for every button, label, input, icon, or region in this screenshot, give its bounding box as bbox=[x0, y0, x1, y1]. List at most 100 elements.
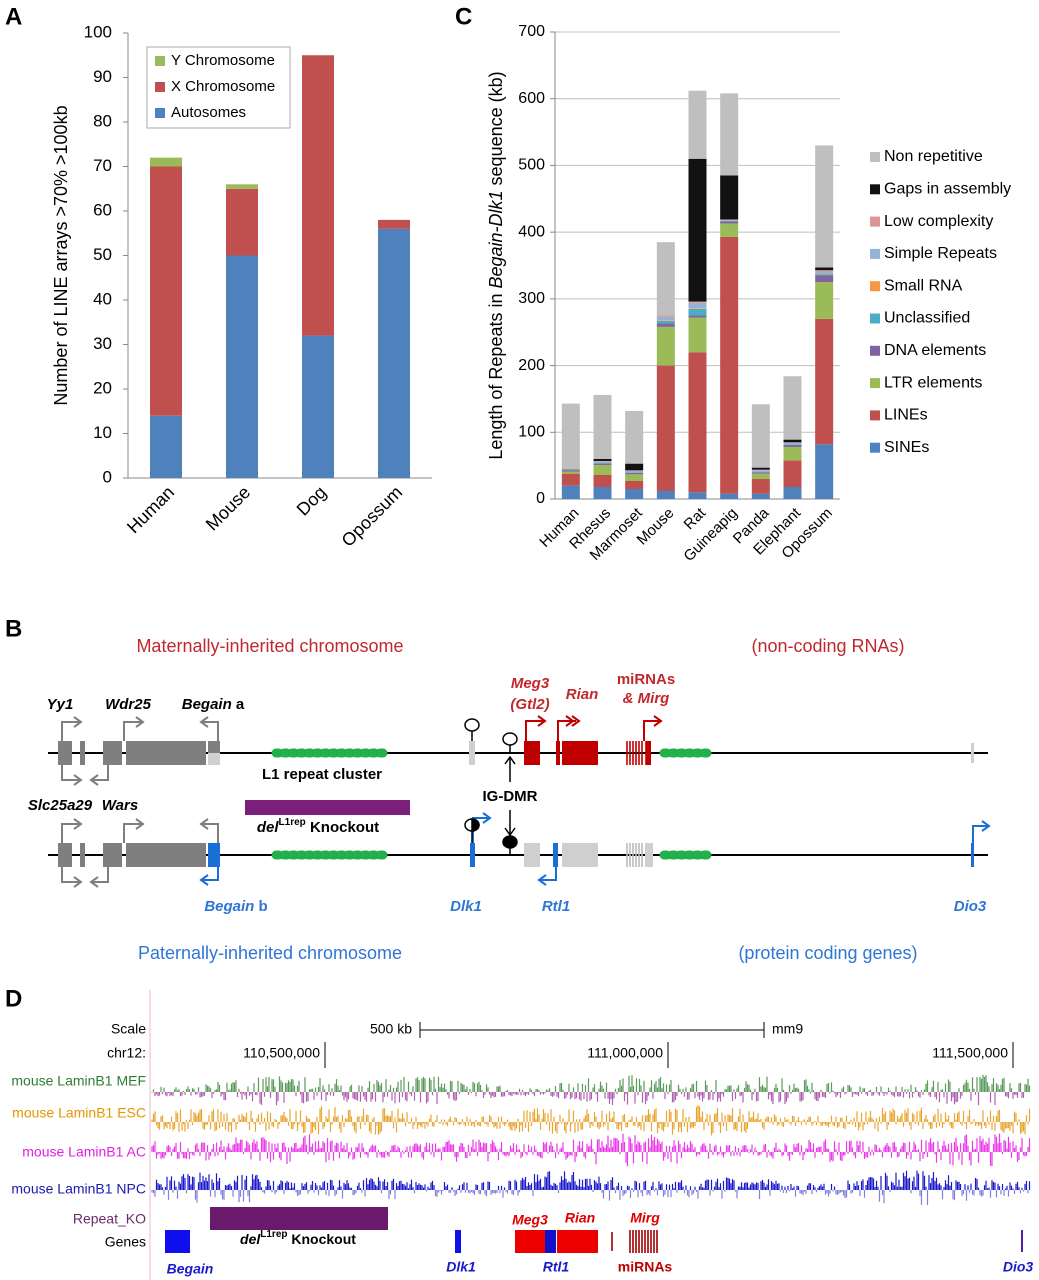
bar-segment bbox=[226, 184, 258, 189]
bar-segment bbox=[751, 470, 770, 472]
gene-box bbox=[645, 843, 653, 867]
bar-segment bbox=[625, 472, 644, 473]
bar-segment bbox=[656, 365, 675, 491]
methylation-marks bbox=[464, 718, 518, 855]
legend-label: Unclassified bbox=[884, 310, 970, 327]
bar-segment bbox=[783, 444, 802, 447]
red-arrows bbox=[525, 715, 663, 741]
y-tick-label: 20 bbox=[93, 378, 112, 397]
arrow bbox=[123, 716, 145, 741]
signal-positive bbox=[151, 1105, 1031, 1122]
bar-segment bbox=[783, 486, 802, 499]
x-tick-label: Human bbox=[123, 482, 178, 537]
knockout-word: Knockout bbox=[288, 1231, 357, 1247]
legend-swatch bbox=[870, 248, 880, 259]
gene-label: Rtl1 bbox=[543, 1259, 570, 1275]
gene-label: miRNAs bbox=[618, 1259, 673, 1275]
track-label: mouse LaminB1 MEF bbox=[11, 1073, 146, 1089]
arrow bbox=[504, 755, 516, 782]
legend-swatch bbox=[870, 378, 880, 389]
paternal-note: (protein coding genes) bbox=[738, 943, 917, 963]
bar-segment bbox=[783, 376, 802, 440]
bar-segment bbox=[656, 490, 675, 499]
bar-segment bbox=[378, 228, 410, 478]
bar-segment bbox=[751, 469, 770, 471]
bar-segment bbox=[656, 316, 675, 321]
bar-segment bbox=[815, 271, 834, 274]
bar-segment bbox=[751, 404, 770, 468]
legend-swatch bbox=[870, 345, 880, 356]
legend-box bbox=[146, 46, 291, 129]
legend-swatch bbox=[155, 82, 165, 92]
gene-label: Dio3 bbox=[1003, 1259, 1034, 1275]
hemimethylated-half bbox=[471, 818, 480, 832]
y-tick-label: 0 bbox=[536, 490, 545, 507]
gene-label: Meg3 bbox=[512, 1212, 548, 1228]
gene-box bbox=[553, 843, 558, 867]
gene-box bbox=[562, 843, 598, 867]
gene-label: Begain b bbox=[204, 898, 267, 915]
chart: C0100200300400500600700HumanRhesusMarmos… bbox=[455, 3, 1011, 565]
bar-segment bbox=[783, 442, 802, 443]
y-tick-label: 500 bbox=[518, 157, 545, 174]
legend-label: LTR elements bbox=[884, 374, 982, 391]
arrow bbox=[972, 820, 991, 843]
label-part: sequence (kb) bbox=[486, 71, 506, 190]
chart: A 0 10 20 30 40 50 60 70 80 90 100 Human Mouse Dog Opos… bbox=[5, 3, 432, 551]
y-tick-label: 200 bbox=[518, 357, 545, 374]
position-ticks bbox=[324, 1042, 1014, 1068]
legend-swatch bbox=[870, 442, 880, 453]
bar-segment bbox=[720, 219, 739, 221]
y-tick-label: 300 bbox=[518, 290, 545, 307]
y-axis-label: Number of LINE arrays >70% >100kb bbox=[51, 105, 71, 405]
bar-segment bbox=[720, 220, 739, 222]
bar-segment bbox=[625, 463, 644, 471]
bar-segment bbox=[688, 308, 707, 309]
gene-name: Begain bbox=[204, 898, 254, 915]
gene-box bbox=[208, 843, 220, 867]
legend-label: Low complexity bbox=[884, 213, 993, 230]
unmethylated bbox=[464, 718, 480, 732]
legend-label: Small RNA bbox=[884, 277, 963, 294]
track-label: mouse LaminB1 NPC bbox=[11, 1181, 146, 1197]
gene-box bbox=[103, 843, 122, 867]
bar-segment bbox=[751, 478, 770, 494]
gene-box bbox=[80, 843, 85, 867]
bar-segment bbox=[688, 90, 707, 159]
y-tick-label: 0 bbox=[103, 467, 112, 486]
bar-segment bbox=[656, 315, 675, 317]
gene-label: Begain a bbox=[182, 696, 245, 713]
knockout-bar bbox=[245, 800, 410, 815]
gene-label: Rian bbox=[566, 686, 599, 703]
gene-label: Wdr25 bbox=[105, 696, 152, 713]
bar-segment bbox=[561, 471, 580, 474]
arrow bbox=[61, 818, 83, 843]
bar-segment bbox=[593, 458, 612, 461]
promoter-arrows bbox=[61, 716, 219, 888]
bar-segment bbox=[783, 460, 802, 487]
gene-box bbox=[58, 843, 72, 867]
arrow bbox=[61, 716, 83, 741]
superscript: L1rep bbox=[279, 817, 306, 828]
track-label: mouse LaminB1 ESC bbox=[12, 1105, 146, 1121]
legend-label: Autosomes bbox=[171, 104, 246, 121]
signal-negative bbox=[151, 1190, 1029, 1206]
legend-label: Y Chromosome bbox=[171, 52, 275, 69]
bar-segment bbox=[720, 93, 739, 176]
bar-segment bbox=[561, 473, 580, 486]
arrow bbox=[199, 867, 219, 886]
bar-segment bbox=[720, 236, 739, 494]
superscript: L1rep bbox=[260, 1229, 287, 1240]
bar-segment bbox=[593, 394, 612, 459]
y-tick-label: 400 bbox=[518, 223, 545, 240]
signal-negative bbox=[155, 1122, 1029, 1136]
bar-segment bbox=[688, 317, 707, 353]
bar-segment bbox=[688, 352, 707, 493]
bar-segment bbox=[688, 315, 707, 318]
bar-segment bbox=[593, 460, 612, 462]
y-tick-label: 600 bbox=[518, 90, 545, 107]
legend-label: Non repetitive bbox=[884, 148, 983, 165]
bar-segment bbox=[815, 145, 834, 268]
arrow bbox=[472, 812, 492, 843]
y-tick-label: 100 bbox=[518, 424, 545, 441]
